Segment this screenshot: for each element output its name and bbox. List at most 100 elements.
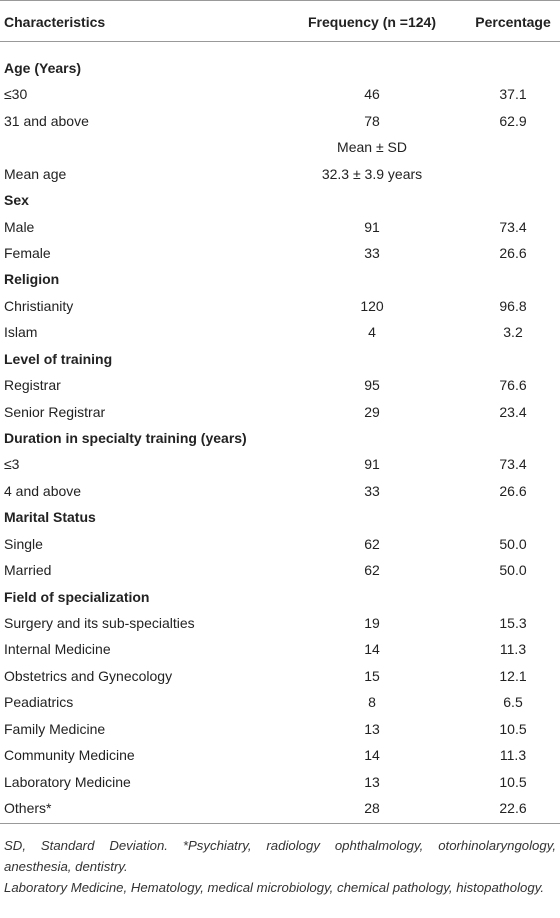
row-label: Internal Medicine — [4, 641, 111, 658]
data-row: Surgery and its sub-specialties 19 15.3 — [0, 610, 560, 636]
row-label: Islam — [4, 324, 38, 341]
header-cell: Frequency (n =124) — [308, 14, 436, 30]
frequency-cell: 14 — [364, 641, 380, 658]
frequency-cell: 62 — [364, 535, 380, 552]
row-label: ≤3 — [4, 456, 20, 473]
frequency-cell: 8 — [368, 694, 376, 711]
frequency-cell: 91 — [364, 456, 380, 473]
percentage-cell: 12.1 — [499, 667, 527, 684]
row-label: Senior Registrar — [4, 403, 106, 420]
percentage-cell: 62.9 — [499, 112, 527, 129]
frequency-cell: 28 — [364, 800, 380, 817]
row-label: Peadiatrics — [4, 694, 74, 711]
row-label: Married — [4, 562, 52, 579]
percentage-cell: 11.3 — [499, 747, 527, 764]
frequency-cell: 32.3 ± 3.9 years — [321, 165, 423, 182]
row-label: Others* — [4, 800, 52, 817]
data-row: Registrar 95 76.6 — [0, 372, 560, 398]
table-header: Characteristics Frequency (n =124) Perce… — [0, 0, 560, 42]
percentage-cell: 50.0 — [499, 535, 527, 552]
section-row: Age (Years) — [0, 55, 560, 81]
frequency-cell: 19 — [364, 615, 380, 632]
data-row: Islam 4 3.2 — [0, 319, 560, 345]
footnote: SD, Standard Deviation. *Psychiatry, rad… — [4, 838, 556, 874]
data-row: 31 and above 78 62.9 — [0, 108, 560, 134]
percentage-cell: 6.5 — [503, 694, 523, 711]
row-label: 31 and above — [4, 112, 89, 129]
percentage-cell: 26.6 — [499, 482, 527, 499]
data-row: Laboratory Medicine 13 10.5 — [0, 769, 560, 795]
section-row: Duration in specialty training (years) — [0, 425, 560, 451]
data-row: 4 and above 33 26.6 — [0, 478, 560, 504]
section-title: Level of training — [4, 350, 113, 367]
data-row: Single 62 50.0 — [0, 531, 560, 557]
frequency-cell: 120 — [360, 297, 384, 314]
frequency-cell: 13 — [364, 720, 380, 737]
header-cell: Characteristics — [4, 14, 106, 30]
frequency-cell: 13 — [364, 773, 380, 790]
percentage-cell: 11.3 — [499, 641, 527, 658]
row-label: Surgery and its sub-specialties — [4, 615, 195, 632]
data-row: Internal Medicine 14 11.3 — [0, 636, 560, 662]
frequency-cell: 33 — [364, 482, 380, 499]
percentage-cell: 10.5 — [499, 773, 527, 790]
percentage-cell: 23.4 — [499, 403, 527, 420]
row-label: Mean age — [4, 165, 67, 182]
section-title: Sex — [4, 192, 29, 209]
percentage-cell: 96.8 — [499, 297, 527, 314]
frequency-cell: 14 — [364, 747, 380, 764]
row-label: Community Medicine — [4, 747, 135, 764]
data-row: Mean age 32.3 ± 3.9 years — [0, 161, 560, 187]
section-row: Marital Status — [0, 504, 560, 530]
row-label: Christianity — [4, 297, 74, 314]
frequency-cell: 33 — [364, 245, 380, 261]
percentage-cell: 26.6 — [499, 245, 527, 261]
data-row: ≤3 91 73.4 — [0, 451, 560, 477]
section-title: Duration in specialty training (years) — [4, 430, 247, 447]
table-rule — [0, 823, 560, 824]
row-label: ≤30 — [4, 86, 28, 103]
data-row: Female 33 26.6 — [0, 240, 560, 266]
data-row: Christianity 120 96.8 — [0, 293, 560, 319]
frequency-cell: 91 — [364, 218, 380, 235]
data-row: Family Medicine 13 10.5 — [0, 716, 560, 742]
row-label: Single — [4, 535, 43, 552]
data-row: Mean ± SD — [0, 134, 560, 160]
percentage-cell: 73.4 — [499, 456, 527, 473]
data-row: ≤30 46 37.1 — [0, 81, 560, 107]
percentage-cell: 10.5 — [499, 720, 527, 737]
section-title: Age (Years) — [4, 60, 82, 76]
section-row: Level of training — [0, 346, 560, 372]
section-row: Religion — [0, 266, 560, 292]
percentage-cell: 3.2 — [503, 324, 523, 341]
frequency-cell: 95 — [364, 377, 380, 394]
data-row: Obstetrics and Gynecology 15 12.1 — [0, 663, 560, 689]
section-title: Marital Status — [4, 509, 96, 526]
section-row: Sex — [0, 187, 560, 213]
row-label: Male — [4, 218, 35, 235]
data-row: Others* 28 22.6 — [0, 795, 560, 821]
data-row: Peadiatrics 8 6.5 — [0, 689, 560, 715]
section-title: Religion — [4, 271, 60, 288]
section-title: Field of specialization — [4, 588, 150, 605]
frequency-cell: 62 — [364, 562, 380, 579]
percentage-cell: 76.6 — [499, 377, 527, 394]
percentage-cell: 22.6 — [499, 800, 527, 817]
row-label: Registrar — [4, 377, 61, 394]
section-row: Field of specialization — [0, 584, 560, 610]
data-row: Male 91 73.4 — [0, 214, 560, 240]
frequency-cell: 15 — [364, 667, 380, 684]
percentage-cell: 50.0 — [499, 562, 527, 579]
header-cell: Percentage — [475, 14, 551, 30]
percentage-cell: 37.1 — [499, 86, 527, 103]
row-label: Female — [4, 245, 51, 261]
frequency-cell: 29 — [364, 403, 380, 420]
row-label: 4 and above — [4, 482, 82, 499]
data-row: Community Medicine 14 11.3 — [0, 742, 560, 768]
frequency-cell: Mean ± SD — [337, 139, 407, 156]
data-row: Senior Registrar 29 23.4 — [0, 399, 560, 425]
data-row: Married 62 50.0 — [0, 557, 560, 583]
row-label: Laboratory Medicine — [4, 773, 131, 790]
row-label: Obstetrics and Gynecology — [4, 667, 173, 684]
